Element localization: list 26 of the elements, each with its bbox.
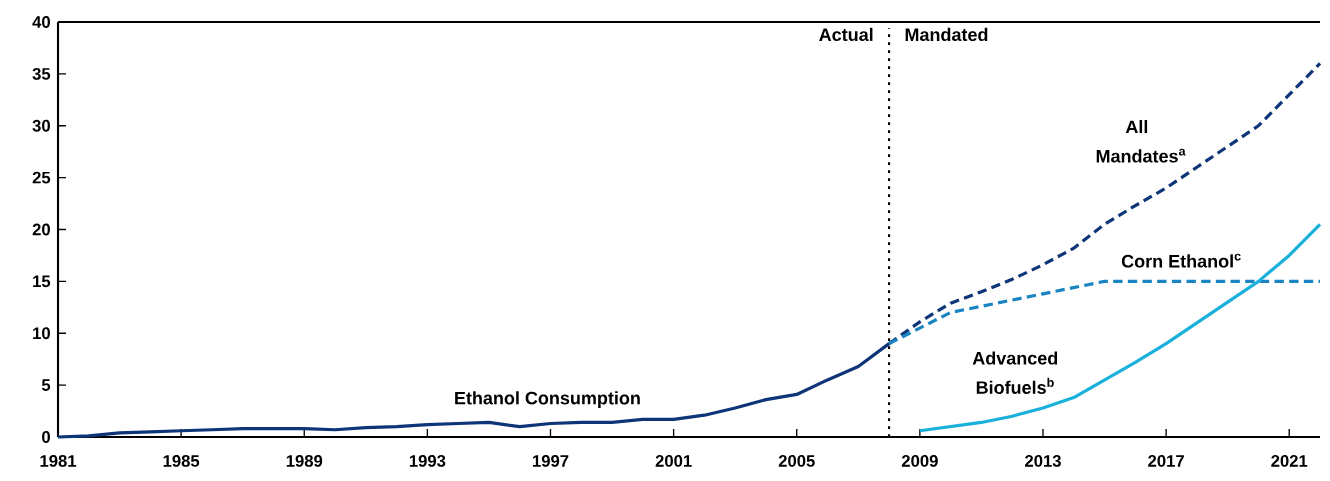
y-tick-label: 15 [33, 275, 51, 288]
x-tick-label: 1997 [533, 455, 569, 467]
series-label: Advanced Biofuels$^{b}$ [972, 351, 1058, 394]
y-tick-label: 10 [33, 327, 50, 340]
annotation: Actual [819, 27, 873, 42]
x-tick-label: 2005 [778, 455, 815, 467]
x-tick-label: 1985 [163, 455, 200, 467]
y-tick-label: 5 [41, 379, 51, 391]
x-tick-label: 1981 [40, 455, 77, 467]
y-tick-label: 25 [32, 171, 51, 184]
series-label: Corn Ethanol$^{c}$ [1121, 253, 1241, 268]
x-tick-label: 1989 [286, 455, 323, 467]
series-label: All Mandates$^{a}$ [1096, 120, 1186, 163]
x-tick-label: 1993 [409, 455, 446, 467]
y-tick-label: 35 [32, 67, 51, 80]
x-tick-label: 2001 [655, 455, 692, 467]
x-tick-label: 2009 [901, 455, 938, 467]
x-tick-label: 2017 [1148, 455, 1184, 467]
y-tick-label: 40 [32, 16, 50, 28]
x-tick-label: 2013 [1025, 455, 1061, 467]
series-label: Ethanol Consumption [455, 391, 640, 409]
annotation: Mandated [905, 27, 988, 42]
x-tick-label: 2021 [1271, 455, 1308, 467]
y-tick-label: 30 [32, 119, 50, 132]
y-tick-label: 20 [32, 223, 50, 236]
y-tick-label: 0 [42, 431, 50, 443]
